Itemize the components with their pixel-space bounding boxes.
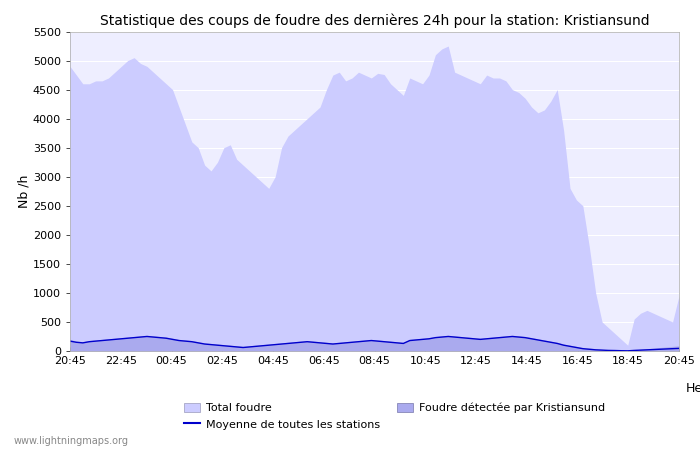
Y-axis label: Nb /h: Nb /h [17,175,30,208]
Legend: Total foudre, Moyenne de toutes les stations, Foudre détectée par Kristiansund: Total foudre, Moyenne de toutes les stat… [179,398,609,434]
Text: Heure: Heure [686,382,700,395]
Title: Statistique des coups de foudre des dernières 24h pour la station: Kristiansund: Statistique des coups de foudre des dern… [99,13,650,27]
Text: www.lightningmaps.org: www.lightningmaps.org [14,436,129,446]
